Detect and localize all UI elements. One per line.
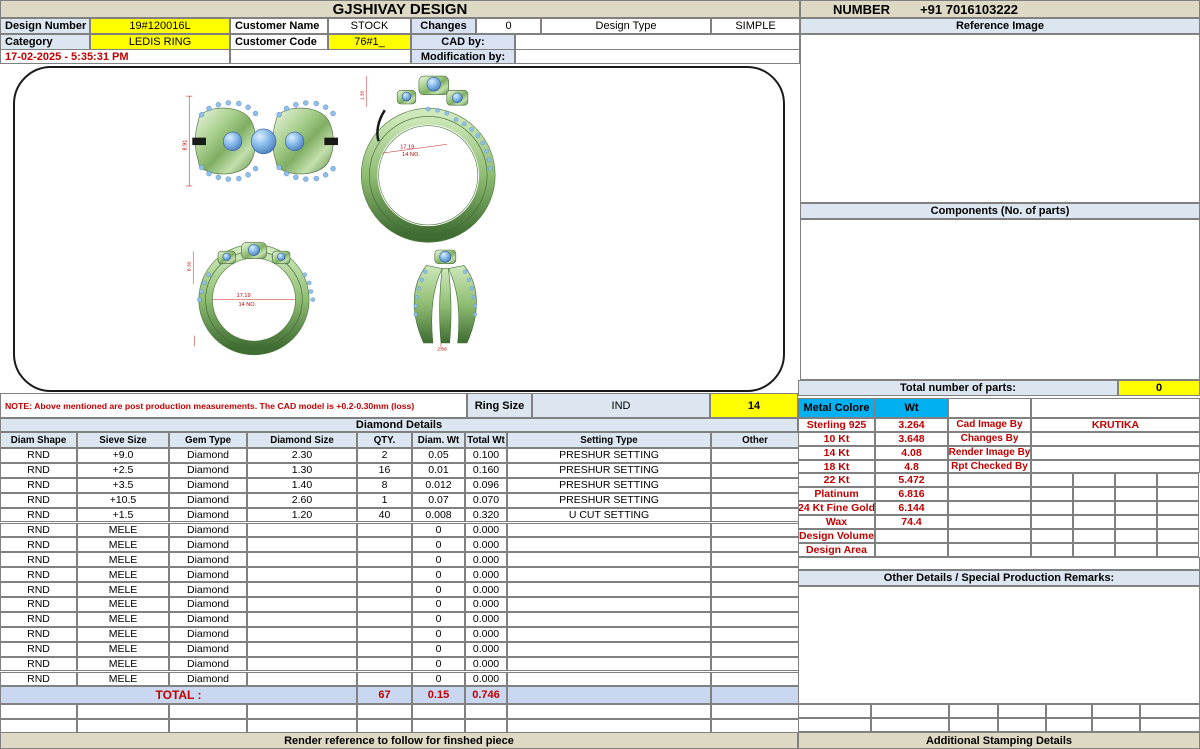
svg-text:17.19: 17.19	[400, 145, 414, 151]
svg-text:1.30: 1.30	[360, 90, 366, 100]
svg-text:8.91: 8.91	[183, 140, 189, 151]
svg-text:6.30: 6.30	[187, 261, 193, 271]
svg-text:17.19: 17.19	[237, 293, 251, 299]
svg-text:14 NO.: 14 NO.	[238, 302, 256, 308]
svg-text:2.66: 2.66	[437, 346, 447, 352]
svg-text:14 NO.: 14 NO.	[402, 152, 420, 158]
